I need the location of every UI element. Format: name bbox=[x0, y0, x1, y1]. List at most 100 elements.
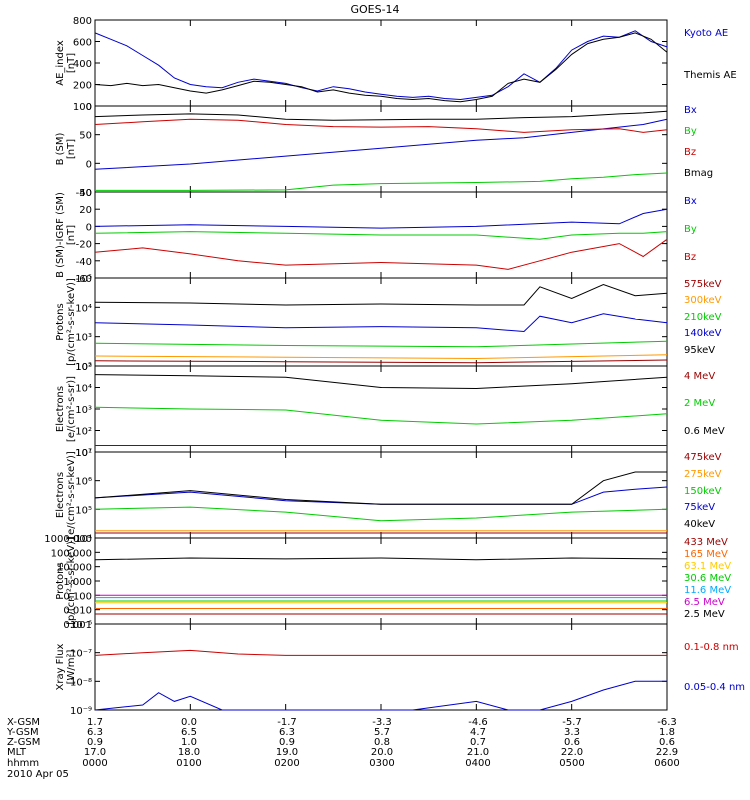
legend-entry: 0.6 MeV bbox=[684, 426, 725, 437]
y-tick-label: 10⁻⁸ bbox=[70, 677, 92, 688]
panel-frame bbox=[94, 623, 668, 711]
legend-entry: 75keV bbox=[684, 502, 715, 513]
y-axis-label: [e/(cm²-s-sr-keV)] bbox=[66, 451, 77, 539]
ephem-cell: 0400 bbox=[465, 758, 490, 769]
y-tick-label: 0.010 bbox=[63, 606, 92, 617]
y-axis-label: [p/(cm²-s-sr-keV)] bbox=[66, 537, 77, 625]
series-line-xray-1 bbox=[94, 680, 667, 711]
series-line-electrons2-3 bbox=[94, 486, 668, 505]
y-tick-label: 10.000 bbox=[57, 563, 92, 574]
ephem-cell: 1.7 bbox=[87, 717, 103, 728]
legend-entry: 2 MeV bbox=[684, 398, 715, 409]
legend-entry: 6.5 MeV bbox=[684, 597, 725, 608]
ephem-row-label: X-GSM bbox=[7, 717, 40, 728]
ephem-cell: 1.0 bbox=[181, 737, 197, 748]
series-line-bigrf-1 bbox=[94, 231, 668, 240]
legend-entry: 150keV bbox=[684, 486, 722, 497]
panel-protons2: 0.001 0.010 0.100 1.000 10.000 100.000 1000.00… bbox=[44, 534, 731, 631]
ephem-date: 2010 Apr 05 bbox=[7, 769, 69, 780]
legend-entry: 300keV bbox=[684, 295, 722, 306]
y-tick-label: 100 bbox=[73, 102, 92, 113]
ephem-cell: -4.6 bbox=[468, 717, 488, 728]
y-axis-label: [p/(cm²-s-sr-keV)] bbox=[66, 278, 77, 366]
y-tick-label: 800 bbox=[73, 16, 92, 27]
y-tick-label: 600 bbox=[73, 38, 92, 49]
series-line-protons-2 bbox=[94, 340, 668, 348]
ephem-cell: 0000 bbox=[82, 758, 107, 769]
legend-entry: By bbox=[684, 224, 697, 235]
ephem-cell: 6.3 bbox=[87, 727, 103, 738]
series-line-bigrf-0 bbox=[94, 208, 668, 229]
y-tick-label: 10⁵ bbox=[75, 274, 92, 285]
ephem-row-label: Z-GSM bbox=[7, 737, 40, 748]
y-tick-label: 10⁻⁹ bbox=[70, 706, 92, 717]
series-line-bsm-2 bbox=[94, 118, 668, 133]
series-line-protons-1 bbox=[94, 354, 668, 360]
y-axis-label: Electrons bbox=[55, 472, 66, 518]
y-tick-label: 0 bbox=[86, 102, 92, 113]
legend-entry: Bx bbox=[684, 196, 697, 207]
legend-entry: By bbox=[684, 126, 697, 137]
page-title: GOES-14 bbox=[350, 3, 399, 16]
ephem-row-label: Y-GSM bbox=[6, 727, 39, 738]
y-tick-label: 10⁻⁷ bbox=[70, 649, 92, 660]
panel-frame bbox=[94, 277, 668, 367]
series-line-protons-4 bbox=[94, 283, 668, 306]
panel-frame bbox=[94, 451, 668, 539]
ephem-cell: 0100 bbox=[176, 758, 201, 769]
series-line-xray-0 bbox=[94, 649, 667, 656]
ephem-cell: 4.7 bbox=[470, 727, 486, 738]
y-tick-label: 0 bbox=[86, 159, 92, 170]
panel-frame bbox=[94, 105, 668, 193]
legend-entry: 0.1-0.8 nm bbox=[684, 642, 739, 653]
y-axis-label: Protons bbox=[55, 562, 66, 599]
y-axis-label: [nT] bbox=[66, 225, 77, 245]
series-line-electrons1-1 bbox=[94, 406, 668, 425]
series-line-electrons2-4 bbox=[94, 471, 667, 505]
legend-entry: Bz bbox=[684, 147, 696, 158]
ephem-row-label: MLT bbox=[7, 747, 27, 758]
ephem-cell: 21.0 bbox=[467, 747, 489, 758]
legend-entry: 433 MeV bbox=[684, 537, 728, 548]
y-tick-label: 10⁴ bbox=[75, 384, 92, 395]
legend-entry: 140keV bbox=[684, 328, 722, 339]
ephem-cell: 6.5 bbox=[181, 727, 197, 738]
y-tick-label: 10⁷ bbox=[75, 448, 92, 459]
panel-ae: 0 200 400 600 800 AE_index [nT] Kyoto AE Themis … bbox=[55, 16, 737, 113]
legend-entry: 95keV bbox=[684, 345, 715, 356]
ephem-cell: 22.0 bbox=[561, 747, 583, 758]
ephem-cell: 0600 bbox=[654, 758, 679, 769]
series-line-bsm-0 bbox=[94, 118, 668, 170]
legend-entry: 63.1 MeV bbox=[684, 561, 731, 572]
ephem-cell: -5.7 bbox=[562, 717, 582, 728]
y-tick-label: 50 bbox=[79, 131, 92, 142]
legend-entry: Bx bbox=[684, 105, 697, 116]
ephem-cell: 1.8 bbox=[659, 727, 675, 738]
series-line-bsm-1 bbox=[95, 172, 668, 191]
ephem-cell: -6.3 bbox=[657, 717, 677, 728]
ephem-cell: 5.7 bbox=[374, 727, 390, 738]
legend-entry: 11.6 MeV bbox=[684, 585, 731, 596]
y-tick-label: 10⁵ bbox=[75, 505, 92, 516]
panel-electrons1: 10¹ 10² 10³ 10⁴ 10⁵ Electrons [e/(cm²-s-sr)] 4 … bbox=[55, 362, 725, 459]
legend-entry: Bmag bbox=[684, 168, 713, 179]
y-axis-label: B (SM) bbox=[55, 132, 66, 165]
y-tick-label: 0.100 bbox=[63, 591, 92, 602]
ephem-cell: 17.0 bbox=[84, 747, 106, 758]
ephem-cell: 20.0 bbox=[371, 747, 393, 758]
panel-frame bbox=[94, 19, 668, 107]
y-tick-label: 10² bbox=[75, 427, 92, 438]
series-line-ae-0 bbox=[94, 30, 668, 101]
y-tick-label: -50 bbox=[76, 188, 92, 199]
panel-bsm: -50 0 50 100 B (SM) [nT] Bx By Bz Bmag bbox=[55, 102, 713, 199]
series-line-protons-3 bbox=[94, 313, 668, 333]
ephem-cell: -1.7 bbox=[277, 717, 297, 728]
ephem-cell: 0.6 bbox=[659, 737, 675, 748]
legend-entry: 275keV bbox=[684, 469, 722, 480]
ephem-cell: 19.0 bbox=[276, 747, 298, 758]
legend-entry: 40keV bbox=[684, 519, 715, 530]
y-axis-label: Xray Flux bbox=[55, 643, 66, 690]
series-line-protons-0 bbox=[94, 359, 668, 364]
